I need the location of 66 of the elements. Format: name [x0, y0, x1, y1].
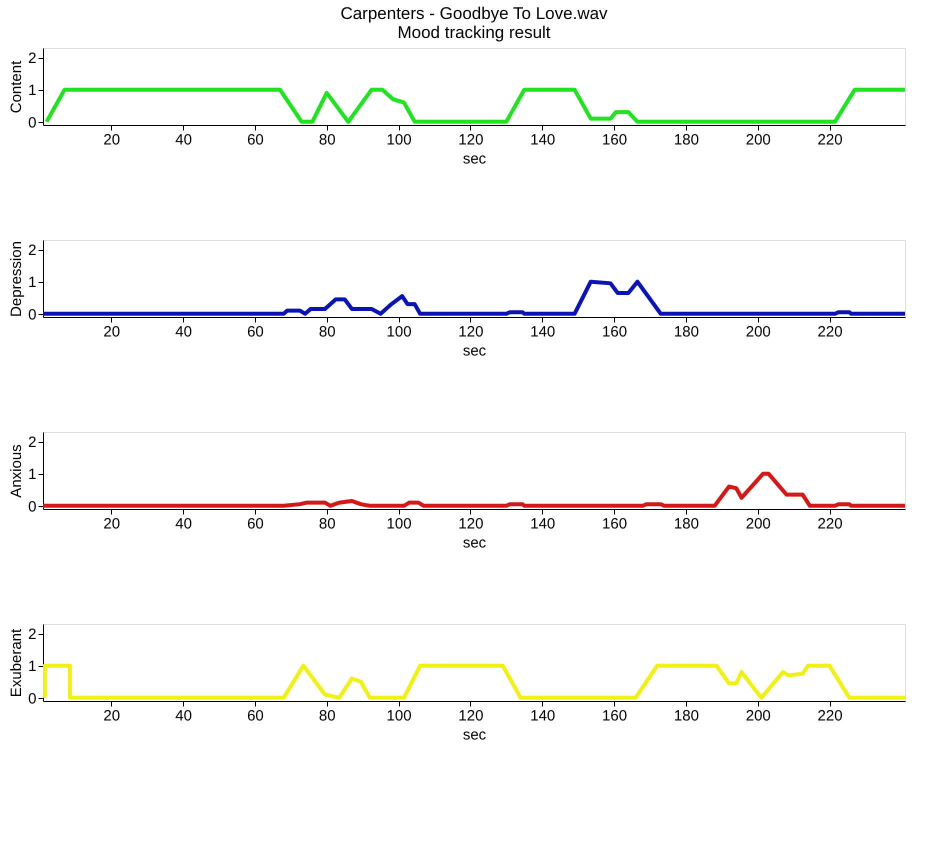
x-tick-label: 160 — [602, 516, 628, 532]
x-tick-label: 180 — [674, 132, 699, 148]
x-tick-label: 100 — [386, 708, 412, 724]
x-tick-label: 180 — [674, 516, 699, 532]
x-tick-label: 120 — [458, 708, 484, 724]
x-tick-label: 100 — [386, 516, 412, 532]
y-tick-label: 1 — [28, 82, 36, 100]
x-tick-label: 20 — [103, 708, 120, 724]
x-axis-title: sec — [462, 726, 487, 744]
x-tick-label: 60 — [247, 708, 264, 724]
x-tick-label: 20 — [103, 132, 120, 148]
x-tick-label: 80 — [318, 324, 336, 340]
y-tick-label: 1 — [28, 658, 36, 676]
x-tick-label: 120 — [458, 324, 484, 340]
y-tick-label: 0 — [28, 114, 36, 132]
x-tick-label: 40 — [175, 324, 192, 340]
y-axis-title: Exuberant — [8, 628, 26, 698]
x-tick-label: 160 — [602, 708, 628, 724]
x-tick-label: 180 — [674, 324, 699, 340]
x-tick-label: 60 — [247, 516, 264, 532]
y-tick-label: 2 — [28, 626, 36, 644]
x-tick-label: 220 — [818, 708, 843, 724]
x-tick-label: 60 — [247, 132, 264, 148]
y-tick-label: 2 — [28, 50, 36, 68]
x-axis-title: sec — [462, 534, 487, 552]
y-tick-label: 0 — [28, 690, 36, 708]
x-tick-label: 120 — [458, 132, 484, 148]
y-tick-label: 0 — [28, 498, 36, 516]
x-tick-label: 40 — [175, 516, 192, 532]
y-axis-title: Content — [8, 60, 26, 114]
x-tick-label: 80 — [318, 132, 336, 148]
y-tick-label: 1 — [28, 466, 36, 484]
x-tick-label: 20 — [103, 516, 120, 532]
x-axis-title: sec — [462, 150, 487, 168]
y-tick-label: 0 — [28, 306, 36, 324]
x-tick-label: 80 — [318, 708, 336, 724]
chart-title: Carpenters - Goodbye To Love.wav — [340, 4, 608, 23]
x-tick-label: 60 — [247, 324, 264, 340]
x-tick-label: 40 — [175, 708, 192, 724]
x-tick-label: 220 — [818, 324, 843, 340]
y-tick-label: 2 — [28, 434, 36, 452]
x-tick-label: 200 — [746, 324, 771, 340]
x-tick-label: 120 — [458, 516, 484, 532]
x-tick-label: 140 — [530, 708, 556, 724]
x-axis-title: sec — [462, 342, 487, 360]
x-tick-label: 80 — [318, 516, 336, 532]
x-tick-label: 100 — [386, 132, 412, 148]
x-tick-label: 200 — [746, 708, 771, 724]
y-tick-label: 1 — [28, 274, 36, 292]
y-axis-title: Anxious — [8, 444, 26, 498]
x-tick-label: 140 — [530, 132, 556, 148]
y-tick-label: 2 — [28, 242, 36, 260]
y-axis-title: Depression — [8, 241, 26, 317]
x-tick-label: 180 — [674, 708, 699, 724]
x-tick-label: 140 — [530, 324, 556, 340]
x-tick-label: 200 — [746, 516, 771, 532]
x-tick-label: 100 — [386, 324, 412, 340]
x-tick-label: 140 — [530, 516, 556, 532]
x-tick-label: 200 — [746, 132, 771, 148]
chart-subtitle: Mood tracking result — [397, 23, 551, 42]
x-tick-label: 160 — [602, 132, 628, 148]
x-tick-label: 220 — [818, 132, 843, 148]
x-tick-label: 220 — [818, 516, 843, 532]
x-tick-label: 20 — [103, 324, 120, 340]
x-tick-label: 160 — [602, 324, 628, 340]
x-tick-label: 40 — [175, 132, 192, 148]
